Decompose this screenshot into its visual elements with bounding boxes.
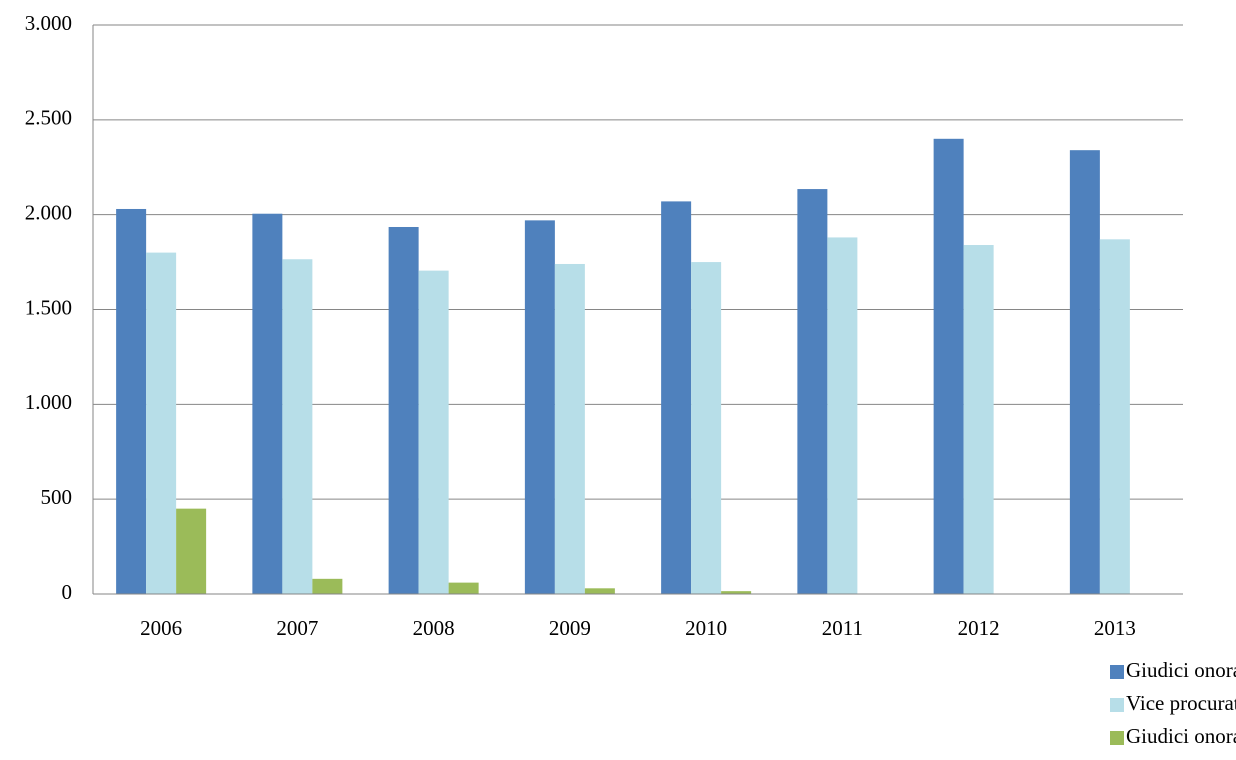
legend-swatch bbox=[1110, 698, 1124, 712]
bar bbox=[691, 262, 722, 594]
x-tick-label: 2008 bbox=[413, 616, 455, 640]
bar bbox=[1069, 150, 1100, 594]
x-tick-label: 2010 bbox=[685, 616, 727, 640]
y-tick-label: 3.000 bbox=[25, 11, 72, 35]
bar bbox=[252, 213, 283, 595]
bar bbox=[176, 508, 207, 594]
bar bbox=[797, 189, 828, 595]
x-tick-label: 2007 bbox=[276, 616, 318, 640]
x-tick-label: 2009 bbox=[549, 616, 591, 640]
legend-swatch bbox=[1110, 665, 1124, 679]
bar bbox=[1099, 239, 1130, 594]
bar bbox=[524, 220, 555, 594]
bar bbox=[388, 226, 419, 594]
bar bbox=[312, 578, 343, 594]
y-tick-label: 1.000 bbox=[25, 390, 72, 414]
bar bbox=[584, 588, 615, 594]
bar bbox=[116, 208, 147, 594]
bar bbox=[661, 201, 692, 594]
y-tick-label: 0 bbox=[62, 580, 73, 604]
bar bbox=[418, 270, 449, 594]
x-tick-label: 2012 bbox=[958, 616, 1000, 640]
legend-label: Giudici onorari aggregati bbox=[1126, 724, 1236, 748]
bar bbox=[933, 138, 964, 595]
y-tick-label: 2.500 bbox=[25, 106, 72, 130]
x-tick-label: 2013 bbox=[1094, 616, 1136, 640]
y-tick-label: 1.500 bbox=[25, 295, 72, 319]
bar bbox=[554, 263, 585, 594]
x-tick-label: 2011 bbox=[822, 616, 863, 640]
bar bbox=[963, 245, 994, 594]
bar bbox=[448, 582, 479, 594]
bar bbox=[827, 237, 858, 594]
legend-swatch bbox=[1110, 731, 1124, 745]
y-tick-label: 2.000 bbox=[25, 200, 72, 224]
bar bbox=[282, 259, 313, 594]
bar bbox=[146, 252, 177, 594]
x-tick-label: 2006 bbox=[140, 616, 182, 640]
legend-label: Vice procuratori onorari bbox=[1126, 691, 1236, 715]
bar bbox=[721, 591, 752, 594]
y-tick-label: 500 bbox=[41, 485, 73, 509]
legend-label: Giudici onorari di tribunale bbox=[1126, 658, 1236, 682]
